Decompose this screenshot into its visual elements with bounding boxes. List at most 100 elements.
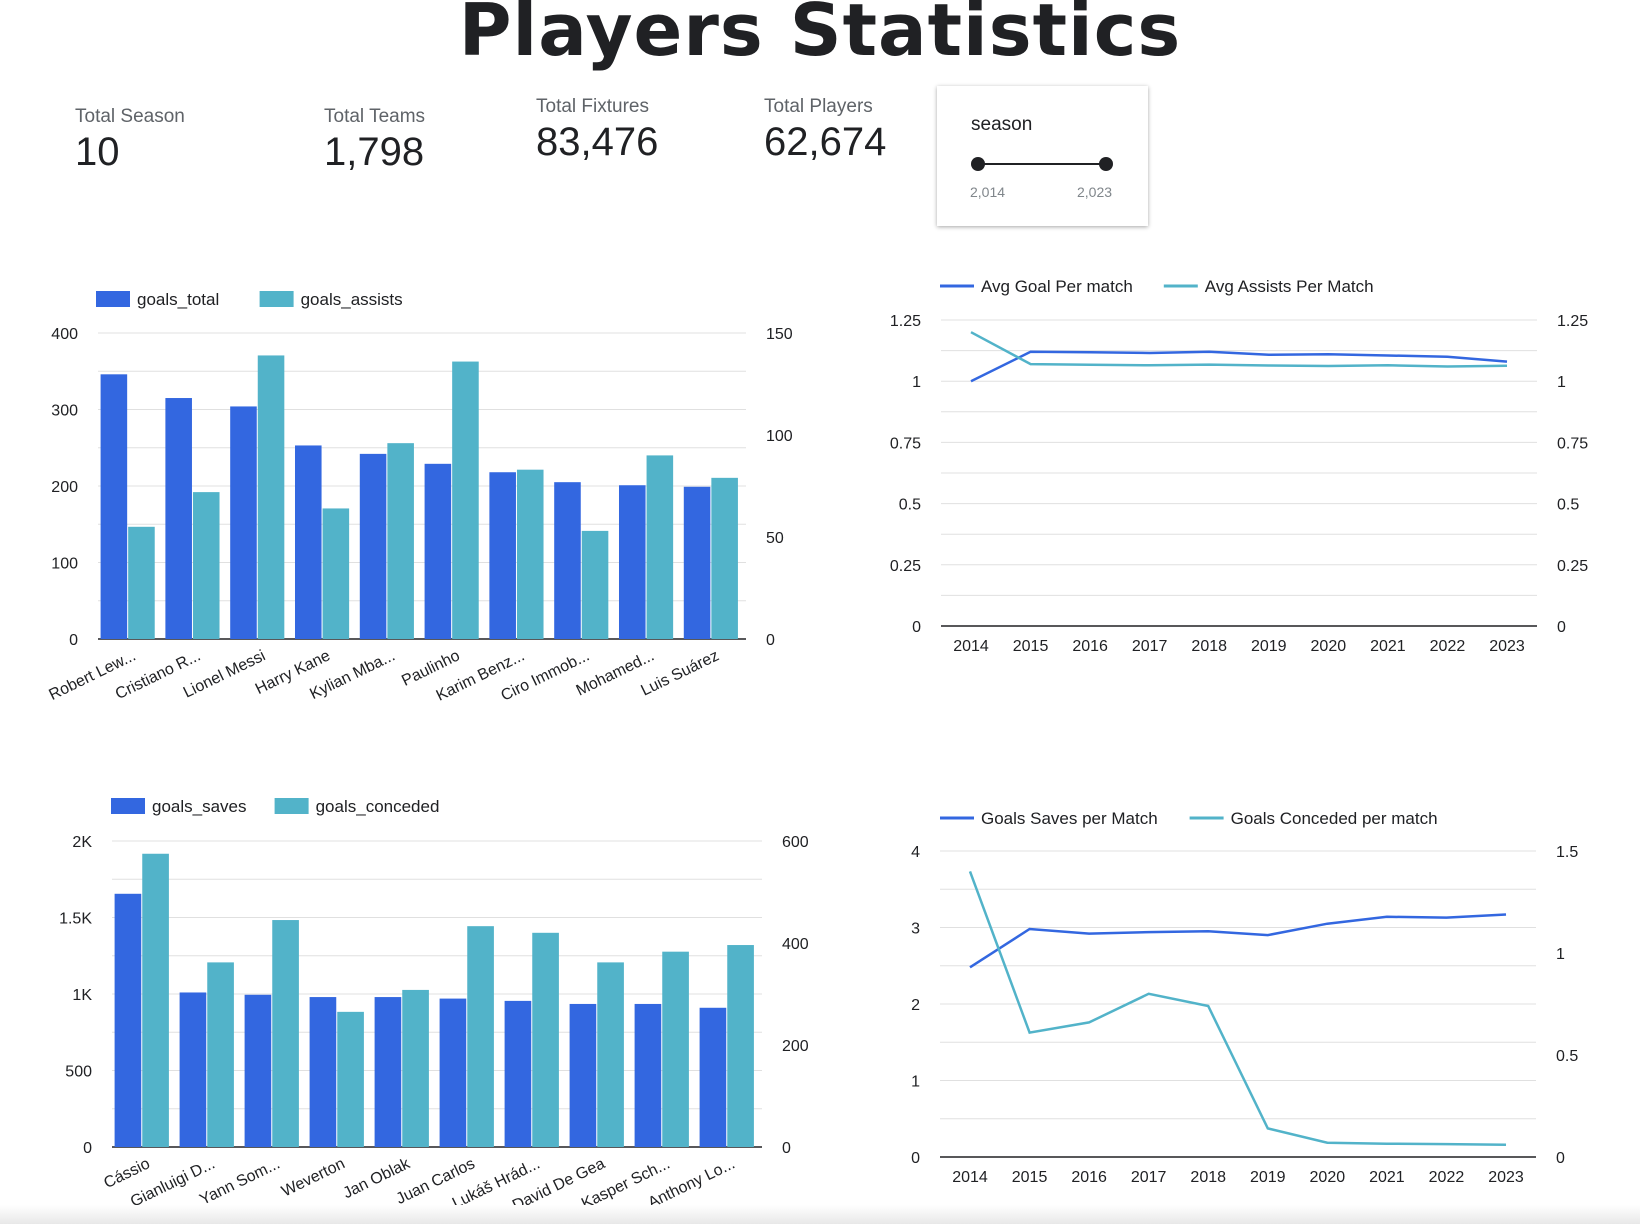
bar-goals_saves [505, 1001, 532, 1147]
x-tick-label: 2021 [1370, 638, 1406, 655]
bar-goals_assists [452, 362, 479, 639]
y-left-tick-label: 500 [65, 1064, 92, 1081]
bar-goals_total [684, 487, 711, 639]
bar-goals_conceded [207, 962, 234, 1147]
legend-label: goals_saves [152, 797, 247, 816]
y-left-tick-label: 0 [69, 632, 78, 649]
series-line-0 [970, 915, 1506, 968]
chart-0-group: 0 100 200 300 400 0 50 100 150 goals_total goals_a… [46, 290, 792, 705]
y-right-tick-label: 1 [1557, 374, 1566, 391]
bar-goals_assists [517, 470, 544, 639]
y-right-tick-label: 400 [782, 936, 809, 953]
bar-goals_total [554, 482, 581, 639]
bar-goals_assists [647, 455, 674, 639]
y-right-tick-label: 0.5 [1556, 1048, 1578, 1065]
bar-goals_saves [700, 1008, 727, 1147]
x-tick-label: 2016 [1072, 638, 1108, 655]
x-tick-label: 2019 [1250, 1169, 1286, 1186]
y-right-tick-label: 0 [766, 632, 775, 649]
x-tick-label: 2020 [1310, 1169, 1346, 1186]
y-right-tick-label: 100 [766, 428, 793, 445]
y-right-tick-label: 1.25 [1557, 313, 1588, 330]
bar-goals_conceded [337, 1012, 364, 1147]
y-left-tick-label: 1 [911, 1074, 920, 1091]
y-right-tick-label: 150 [766, 326, 793, 343]
page-bottom-edge [0, 1205, 1640, 1224]
y-left-tick-label: 0 [911, 1150, 920, 1167]
legend-label: Avg Assists Per Match [1205, 277, 1374, 296]
y-left-tick-label: 0.25 [890, 558, 921, 575]
x-tick-label: 2020 [1311, 638, 1347, 655]
bar-goals_assists [128, 527, 155, 639]
legend-label: Goals Conceded per match [1231, 809, 1438, 828]
legend-label: goals_total [137, 290, 219, 309]
y-right-tick-label: 1 [1556, 946, 1565, 963]
x-tick-label: 2019 [1251, 638, 1287, 655]
bar-goals_conceded [402, 990, 429, 1147]
y-left-tick-label: 0.5 [899, 497, 921, 514]
y-left-tick-label: 100 [51, 556, 78, 573]
bar-goals_saves [245, 995, 272, 1147]
y-right-tick-label: 0 [1557, 619, 1566, 636]
y-left-tick-label: 1 [912, 374, 921, 391]
y-left-tick-label: 0 [83, 1140, 92, 1157]
legend-label: Goals Saves per Match [981, 809, 1158, 828]
series-line-1 [971, 332, 1507, 366]
y-right-tick-label: 200 [782, 1038, 809, 1055]
x-tick-label: 2021 [1369, 1169, 1405, 1186]
x-category-label: Weverton [279, 1155, 348, 1200]
bar-goals_saves [440, 999, 467, 1147]
legend-label: goals_conceded [316, 797, 440, 816]
y-left-tick-label: 1.25 [890, 313, 921, 330]
y-left-tick-label: 300 [51, 403, 78, 420]
y-right-tick-label: 1.5 [1556, 844, 1578, 861]
x-tick-label: 2017 [1131, 1169, 1167, 1186]
bar-goals_saves [570, 1004, 597, 1147]
y-right-tick-label: 600 [782, 834, 809, 851]
bar-goals_total [619, 485, 646, 639]
y-left-tick-label: 200 [51, 479, 78, 496]
x-tick-label: 2022 [1430, 638, 1466, 655]
bar-goals_conceded [272, 920, 299, 1147]
legend-swatch [260, 291, 294, 307]
bar-goals_total [230, 406, 257, 639]
x-tick-label: 2023 [1489, 638, 1525, 655]
chart-3-group: 0 1 2 3 4 0 0.5 1 1.5 Goals Saves per Match Goals … [911, 809, 1578, 1186]
y-left-tick-label: 0.75 [890, 435, 921, 452]
bar-goals_saves [115, 894, 142, 1147]
y-right-tick-label: 0 [1556, 1150, 1565, 1167]
y-left-tick-label: 1K [72, 987, 92, 1004]
bar-goals_assists [387, 443, 414, 639]
bar-goals_conceded [597, 962, 624, 1147]
x-tick-label: 2018 [1190, 1169, 1226, 1186]
bar-goals_total [165, 398, 192, 639]
legend-label: Avg Goal Per match [981, 277, 1133, 296]
legend-swatch [275, 798, 309, 814]
bar-goals_total [295, 445, 322, 639]
bar-goals_total [425, 464, 452, 639]
y-right-tick-label: 0.5 [1557, 497, 1579, 514]
x-tick-label: 2014 [952, 1169, 988, 1186]
x-tick-label: 2015 [1013, 638, 1049, 655]
x-tick-label: 2016 [1071, 1169, 1107, 1186]
y-left-tick-label: 2K [72, 834, 92, 851]
x-tick-label: 2017 [1132, 638, 1168, 655]
y-left-tick-label: 400 [51, 326, 78, 343]
x-tick-label: 2023 [1488, 1169, 1524, 1186]
bar-goals_total [360, 454, 387, 639]
y-right-tick-label: 0.25 [1557, 558, 1588, 575]
bar-goals_saves [310, 997, 337, 1147]
chart-1-group: 0 0.25 0.5 0.75 1 1.25 0 0.25 0.5 0.75 1 1.25 Avg Go… [890, 277, 1588, 655]
x-tick-label: 2018 [1191, 638, 1227, 655]
series-line-1 [970, 871, 1506, 1144]
bar-goals_assists [582, 531, 609, 639]
y-right-tick-label: 0.75 [1557, 435, 1588, 452]
bar-goals_saves [180, 992, 207, 1147]
x-tick-label: 2015 [1012, 1169, 1048, 1186]
bar-goals_saves [375, 997, 402, 1147]
x-tick-label: 2014 [953, 638, 989, 655]
bar-goals_total [101, 374, 128, 639]
y-left-tick-label: 0 [912, 619, 921, 636]
y-left-tick-label: 3 [911, 921, 920, 938]
